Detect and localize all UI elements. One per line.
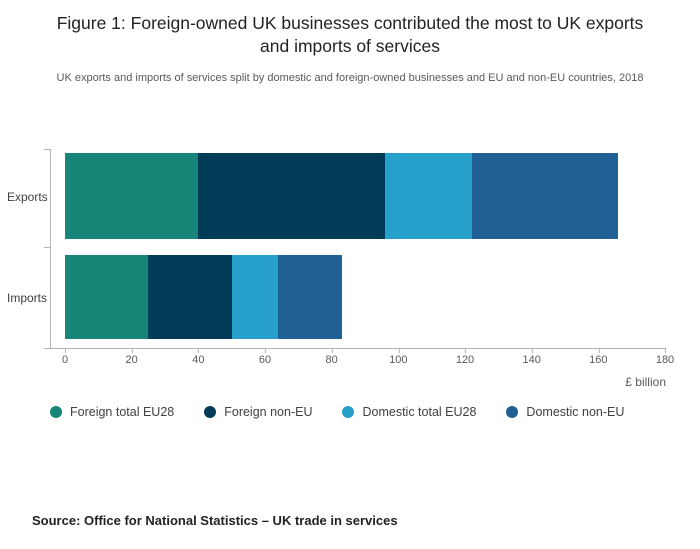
chart-area: Exports Imports	[0, 148, 700, 349]
x-axis-tick-label: 0	[62, 348, 68, 366]
x-axis-tick-label: 20	[126, 348, 138, 366]
x-axis-tick-mark	[265, 348, 266, 353]
x-axis-tick-mark	[65, 348, 66, 353]
x-axis-tick-label: 80	[326, 348, 338, 366]
y-axis-tick	[44, 347, 50, 349]
legend-item-domestic-total-eu28[interactable]: Domestic total EU28	[342, 405, 476, 419]
bar-segment-exports-domestic-non-eu[interactable]	[471, 152, 619, 239]
bar-segment-exports-domestic-total-eu28[interactable]	[384, 152, 472, 239]
x-axis-tick-mark	[131, 348, 133, 353]
x-axis	[50, 347, 666, 349]
bar-imports	[65, 254, 665, 339]
y-axis-tick	[44, 246, 50, 248]
x-axis-tick-mark	[198, 348, 200, 353]
plot-area	[65, 149, 665, 349]
legend-swatch-foreign-total-eu28	[50, 405, 62, 418]
bar-segment-imports-foreign-non-eu[interactable]	[148, 254, 232, 339]
x-axis-tick-label: 140	[522, 348, 541, 366]
y-axis	[44, 148, 51, 349]
legend-swatch-domestic-total-eu28	[342, 405, 355, 418]
legend-swatch-domestic-non-eu	[506, 405, 519, 418]
bar-segment-imports-domestic-total-eu28[interactable]	[231, 254, 279, 339]
x-axis-tick-label: 120	[456, 348, 474, 366]
x-axis-tick-mark	[464, 348, 466, 353]
y-axis-label-exports: Exports	[7, 189, 48, 204]
legend: Foreign total EU28 Foreign non-EU Domest…	[50, 405, 700, 419]
source-text: Source: Office for National Statistics –…	[32, 513, 398, 528]
x-axis-tick-mark	[664, 348, 666, 353]
x-axis-tick-label: 100	[389, 348, 408, 366]
bar-segment-exports-foreign-non-eu[interactable]	[198, 152, 385, 239]
figure-title: Figure 1: Foreign-owned UK businesses co…	[56, 13, 644, 57]
bar-exports	[65, 152, 665, 239]
x-axis-ticks: 0 20 40 60 80 100 120 140 160 180	[0, 348, 700, 371]
legend-item-foreign-non-eu[interactable]: Foreign non-EU	[204, 405, 312, 419]
legend-swatch-foreign-non-eu	[204, 405, 217, 418]
bar-segment-imports-domestic-non-eu[interactable]	[278, 254, 342, 339]
legend-label: Foreign total EU28	[70, 404, 175, 419]
x-axis-tick-label: 60	[259, 348, 271, 366]
bar-segment-exports-foreign-total-eu28[interactable]	[65, 152, 199, 239]
y-axis-tick	[44, 148, 50, 150]
bar-segment-imports-foreign-total-eu28[interactable]	[65, 254, 149, 339]
x-axis-tick-label: 160	[589, 348, 608, 366]
legend-item-foreign-total-eu28[interactable]: Foreign total EU28	[50, 405, 174, 419]
legend-item-domestic-non-eu[interactable]: Domestic non-EU	[506, 405, 624, 419]
x-axis-unit-label: £ billion	[625, 374, 666, 389]
x-axis-tick-mark	[331, 348, 333, 353]
legend-label: Foreign non-EU	[224, 404, 313, 419]
y-axis-label-imports: Imports	[7, 290, 48, 305]
x-axis-tick-label: 40	[192, 348, 204, 366]
x-axis-tick-mark	[531, 348, 533, 353]
x-axis-tick-label: 180	[656, 348, 674, 366]
x-axis-tick-mark	[398, 348, 400, 353]
figure-subtitle: UK exports and imports of services split…	[56, 72, 644, 85]
x-axis-tick-mark	[598, 348, 600, 353]
legend-label: Domestic non-EU	[526, 404, 625, 419]
legend-label: Domestic total EU28	[362, 404, 477, 419]
